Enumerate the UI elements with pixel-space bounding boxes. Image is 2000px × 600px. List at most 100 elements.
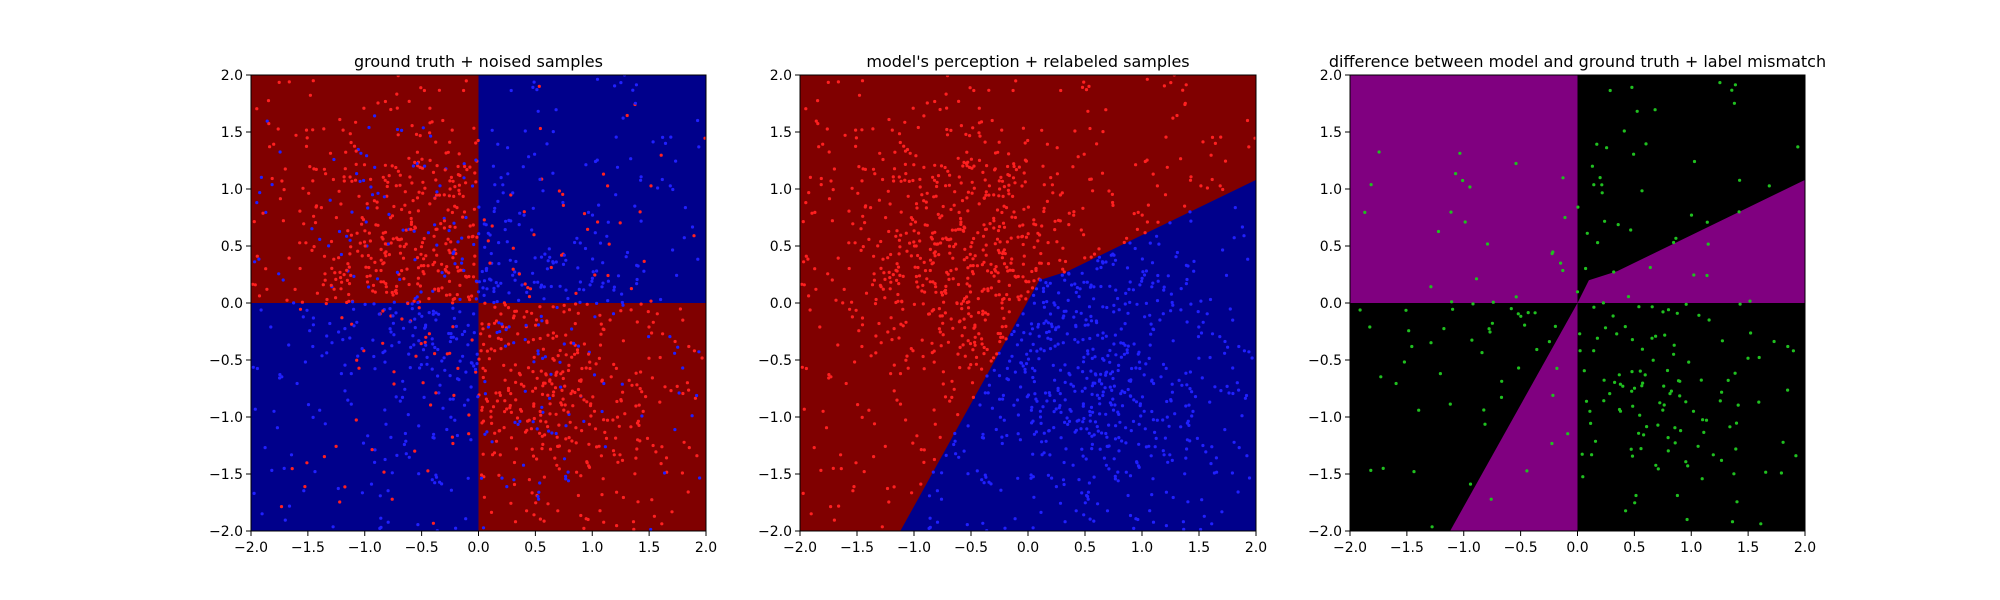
data-point <box>1022 127 1025 130</box>
data-point <box>472 243 475 246</box>
data-point <box>673 352 676 355</box>
data-point <box>554 386 557 389</box>
data-point <box>987 391 990 394</box>
data-point <box>965 256 968 259</box>
data-point <box>556 445 559 448</box>
data-point <box>937 213 940 216</box>
data-point <box>531 272 534 275</box>
data-point <box>638 404 641 407</box>
data-point <box>833 519 836 522</box>
data-point <box>1118 421 1121 424</box>
data-point <box>1488 327 1491 330</box>
data-point <box>546 334 549 337</box>
data-point <box>314 221 317 224</box>
y-tick-label: −0.5 <box>209 353 243 369</box>
data-point <box>490 422 493 425</box>
data-point <box>606 274 609 277</box>
data-point <box>444 242 447 245</box>
data-point <box>1080 228 1083 231</box>
data-point <box>801 366 804 369</box>
data-point <box>1215 456 1218 459</box>
y-tick-label: 2.0 <box>221 68 243 84</box>
data-point <box>1707 243 1710 246</box>
data-point <box>1150 323 1153 326</box>
data-point <box>1032 343 1035 346</box>
data-point <box>650 331 653 334</box>
data-point <box>445 265 448 268</box>
data-point <box>575 441 578 444</box>
data-point <box>971 257 974 260</box>
data-point <box>616 166 619 169</box>
data-point <box>1031 420 1034 423</box>
y-tick-label: 0.5 <box>770 239 792 255</box>
data-point <box>1654 335 1657 338</box>
data-point <box>574 292 577 295</box>
data-point <box>287 343 290 346</box>
data-point <box>458 310 461 313</box>
data-point <box>1017 432 1020 435</box>
data-point <box>356 250 359 253</box>
data-point <box>553 457 556 460</box>
data-point <box>443 193 446 196</box>
data-point <box>384 100 387 103</box>
data-point <box>280 179 283 182</box>
data-point <box>671 248 674 251</box>
data-point <box>1089 518 1092 521</box>
data-point <box>1148 357 1151 360</box>
data-point <box>401 396 404 399</box>
data-point <box>675 274 678 277</box>
data-point <box>498 330 501 333</box>
data-point <box>803 283 806 286</box>
data-point <box>977 332 980 335</box>
data-point <box>654 450 657 453</box>
data-point <box>984 318 987 321</box>
data-point <box>1190 414 1193 417</box>
data-point <box>520 283 523 286</box>
data-point <box>445 428 448 431</box>
data-point <box>591 257 594 260</box>
data-point <box>917 126 920 129</box>
data-point <box>586 461 589 464</box>
data-point <box>501 183 504 186</box>
data-point <box>1592 183 1595 186</box>
data-point <box>1124 426 1127 429</box>
data-point <box>1048 429 1051 432</box>
data-point <box>643 260 646 263</box>
data-point <box>1561 269 1564 272</box>
data-point <box>475 280 478 283</box>
data-point <box>845 382 848 385</box>
data-point <box>500 176 503 179</box>
data-point <box>869 206 872 209</box>
data-point <box>1035 287 1038 290</box>
data-point <box>687 389 690 392</box>
data-point <box>977 297 980 300</box>
data-point <box>678 391 681 394</box>
data-point <box>617 274 620 277</box>
data-point <box>475 362 478 365</box>
data-point <box>897 266 900 269</box>
data-point <box>258 294 261 297</box>
data-point <box>1412 470 1415 473</box>
data-point <box>552 390 555 393</box>
data-point <box>264 267 267 270</box>
data-point <box>1075 291 1078 294</box>
data-point <box>451 442 454 445</box>
data-point <box>272 410 275 413</box>
data-point <box>967 306 970 309</box>
data-point <box>1072 316 1075 319</box>
data-point <box>1056 146 1059 149</box>
data-point <box>998 141 1001 144</box>
data-point <box>341 338 344 341</box>
data-point <box>1081 272 1084 275</box>
x-tick-label: −0.5 <box>405 540 439 556</box>
data-point <box>518 272 521 275</box>
data-point <box>1000 129 1003 132</box>
data-point <box>606 299 609 302</box>
data-point <box>463 404 466 407</box>
data-point <box>977 311 980 314</box>
data-point <box>936 181 939 184</box>
y-tick-label: 0.0 <box>1320 296 1342 312</box>
data-point <box>622 496 625 499</box>
data-point <box>339 202 342 205</box>
data-point <box>1016 295 1019 298</box>
